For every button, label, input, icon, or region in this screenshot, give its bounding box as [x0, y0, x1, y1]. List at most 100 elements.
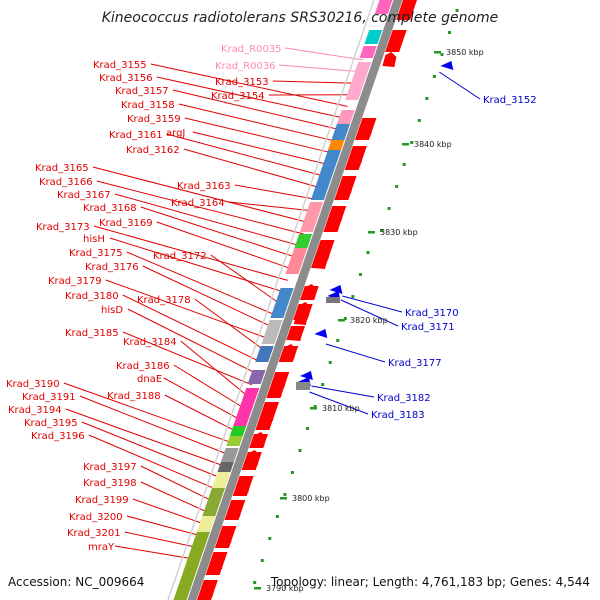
ruler-dot	[306, 427, 310, 430]
scale-tick-label: 3800 kbp	[292, 494, 330, 503]
ruler-dot	[298, 449, 302, 452]
gene-block	[359, 46, 377, 58]
left-gene-label: Krad_3154	[211, 91, 265, 102]
right-gene-label: Krad_3170	[405, 308, 459, 319]
left-gene-label: Krad_3176	[85, 262, 139, 273]
gene-block	[374, 0, 393, 14]
gene-arrow-blue	[299, 371, 313, 380]
left-gene-label: Krad_3186	[116, 361, 170, 372]
left-gene-label: Krad_3200	[69, 512, 123, 523]
left-gene-label: Krad_3178	[137, 295, 191, 306]
ruler-tick	[280, 497, 287, 500]
leader-line	[342, 295, 403, 313]
central-strand-bar	[187, 0, 403, 600]
gene-block	[247, 370, 266, 384]
gene-arrow-red	[349, 148, 364, 163]
scale-tick-label: 3790 kbp	[266, 584, 304, 593]
ruler-dot	[395, 185, 399, 188]
leader-line	[194, 298, 265, 351]
ruler-tick	[434, 51, 441, 54]
leader-line	[92, 166, 308, 223]
left-gene-label: Krad_3157	[115, 86, 169, 97]
left-gene-label: Krad_3190	[6, 379, 60, 390]
ruler-dot	[358, 273, 362, 276]
leader-line	[109, 237, 284, 293]
left-gene-label: Krad_3188	[107, 391, 161, 402]
leader-line	[124, 531, 197, 548]
leader-line	[81, 421, 221, 479]
gene-block-grey	[296, 382, 310, 390]
left-strand-guide	[167, 0, 375, 600]
left-gene-label: Krad_3169	[99, 218, 153, 229]
leader-line	[284, 47, 364, 61]
right-gene-label: Krad_3177	[388, 358, 442, 369]
left-gene-label: dnaE	[137, 374, 162, 385]
left-gene-label: Krad_3179	[48, 276, 102, 287]
topology-text: Topology: linear; Length: 4,761,183 bp; …	[270, 575, 590, 589]
gene-block	[229, 426, 247, 436]
ruler-dot	[417, 119, 421, 122]
gene-block	[285, 248, 308, 274]
gene-features	[173, 0, 454, 600]
leader-line	[105, 279, 268, 339]
ruler-tick	[402, 143, 409, 146]
gene-arrow-red	[269, 382, 284, 397]
leader-line	[309, 391, 369, 415]
left-gene-label: Krad_3165	[35, 163, 89, 174]
left-gene-label: Krad_3159	[127, 114, 181, 125]
gene-arrow-red	[293, 310, 308, 325]
leader-line	[173, 364, 245, 409]
ruler-tick	[338, 319, 345, 322]
leader-line	[96, 180, 304, 235]
left-gene-label: Krad_3163	[177, 181, 231, 192]
leader-line	[88, 434, 217, 490]
leader-line	[122, 294, 261, 363]
leader-line	[192, 131, 328, 165]
gene-arrow-red	[288, 326, 303, 341]
gene-block	[299, 202, 324, 232]
gene-labels: Krad_R0035 Krad_R0036 Krad_3153 Krad_3154 Kr…	[6, 44, 537, 553]
scale-tick-label: 3840 kbp	[414, 140, 452, 149]
leader-line	[140, 481, 209, 513]
gene-arrow-red	[326, 216, 341, 231]
left-gene-label: mraY	[88, 542, 115, 553]
gene-block	[202, 488, 225, 516]
ruler-dot	[380, 229, 384, 232]
gene-block	[196, 516, 216, 532]
gene-arrow-red	[218, 528, 233, 543]
ruler-dot	[260, 559, 264, 562]
ruler-dot	[410, 141, 414, 144]
scale-tick-label: 3850 kbp	[446, 48, 484, 57]
leader-line	[166, 133, 324, 177]
left-gene-label: Krad_3175	[69, 248, 123, 259]
ruler-dot	[402, 163, 406, 166]
scale-tick-label: 3820 kbp	[350, 316, 388, 325]
left-gene-label: Krad_3161	[109, 130, 163, 141]
leader-line	[114, 545, 193, 560]
ruler-dot	[283, 493, 287, 496]
left-gene-label: Krad_3156	[99, 73, 153, 84]
ruler-dot	[336, 339, 340, 342]
left-gene-label: Krad_3158	[121, 100, 175, 111]
leader-line	[340, 299, 399, 327]
ruler-tick	[310, 407, 317, 410]
leader-line	[178, 103, 336, 142]
gene-arrow-red	[245, 450, 260, 465]
left-gene-label: Krad_3172	[153, 251, 207, 262]
ruler-dot	[275, 515, 279, 518]
leader-line	[210, 254, 281, 305]
leader-line	[63, 382, 233, 444]
ruler-dot	[343, 317, 347, 320]
left-gene-label: Krad_3195	[24, 418, 78, 429]
leader-line	[156, 221, 292, 270]
leader-line	[439, 71, 481, 100]
gene-block	[211, 472, 231, 488]
right-gene-label: Krad_3152	[483, 95, 537, 106]
ruler-tick	[368, 231, 375, 234]
ruler-dot	[455, 9, 459, 12]
left-gene-label: Krad_3155	[93, 60, 147, 71]
leader-line	[234, 184, 316, 200]
leader-line	[172, 89, 340, 131]
ruler-dot	[387, 207, 391, 210]
